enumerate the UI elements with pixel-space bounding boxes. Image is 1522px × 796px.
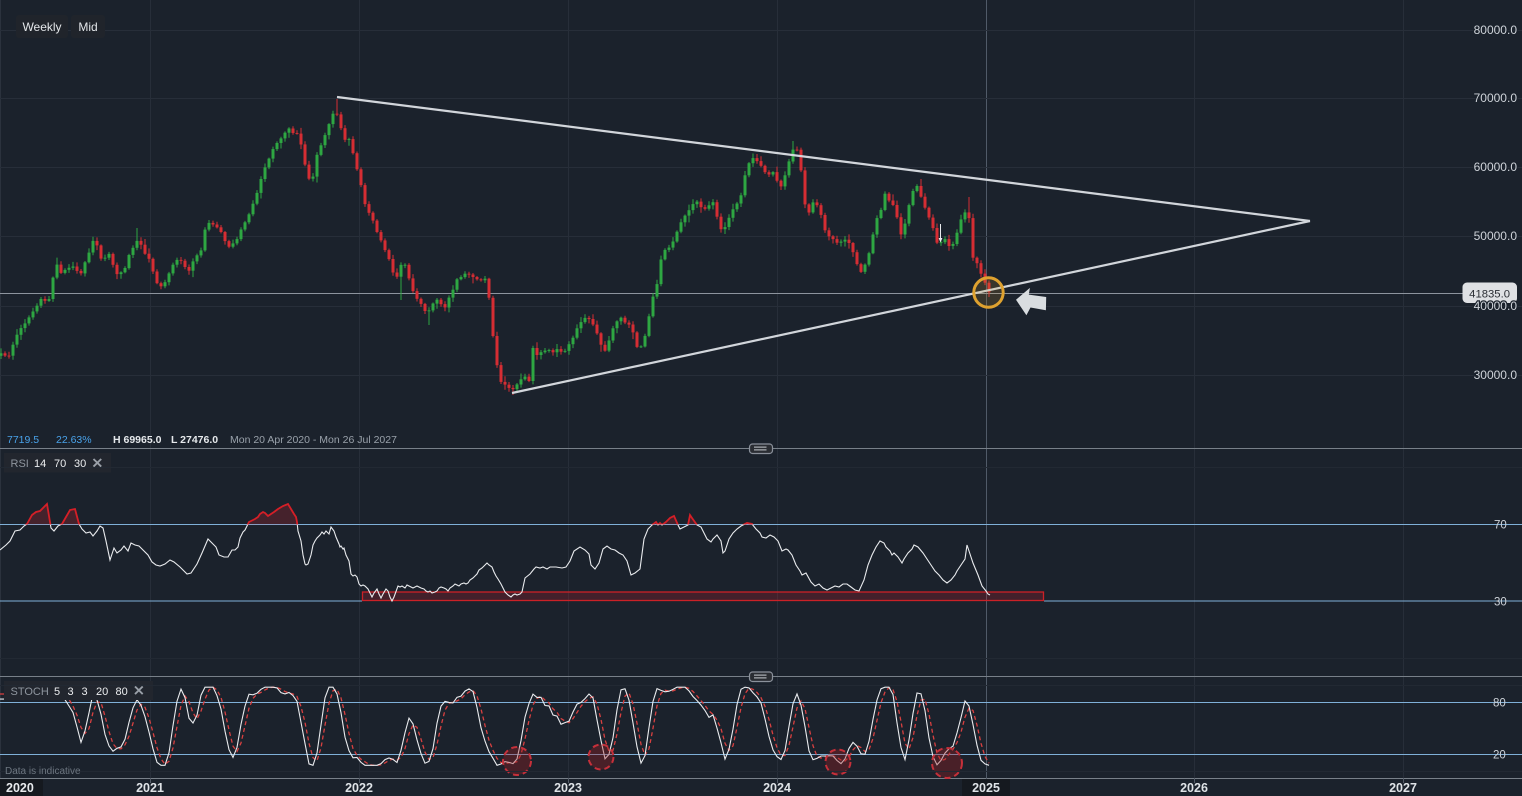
svg-text:40000.0: 40000.0 (1474, 299, 1518, 313)
svg-text:Data is indicative: Data is indicative (5, 766, 81, 777)
svg-text:2022: 2022 (345, 781, 373, 795)
svg-text:22.63%: 22.63% (56, 434, 92, 446)
svg-text:2027: 2027 (1389, 781, 1417, 795)
svg-text:30000.0: 30000.0 (1474, 368, 1518, 382)
svg-text:70: 70 (1494, 520, 1507, 532)
svg-text:14: 14 (34, 458, 46, 470)
svg-text:30: 30 (74, 458, 86, 470)
svg-text:STOCH: STOCH (11, 686, 49, 698)
svg-text:2025: 2025 (972, 781, 1000, 795)
svg-text:80: 80 (1493, 698, 1506, 710)
svg-text:3: 3 (82, 686, 88, 698)
svg-text:2023: 2023 (554, 781, 582, 795)
svg-text:Weekly: Weekly (22, 20, 61, 34)
svg-text:50000.0: 50000.0 (1474, 229, 1518, 243)
svg-text:41835.0: 41835.0 (1469, 289, 1510, 301)
svg-text:Mon 20 Apr 2020 - Mon 26 Jul 2: Mon 20 Apr 2020 - Mon 26 Jul 2027 (230, 434, 397, 446)
svg-text:2026: 2026 (1180, 781, 1208, 795)
svg-text:Mid: Mid (78, 20, 97, 34)
svg-text:30: 30 (1494, 597, 1507, 609)
svg-text:2021: 2021 (136, 781, 164, 795)
svg-text:20: 20 (1493, 750, 1506, 762)
svg-text:70000.0: 70000.0 (1474, 91, 1518, 105)
svg-text:80000.0: 80000.0 (1474, 23, 1518, 37)
svg-text:2020: 2020 (6, 781, 34, 795)
svg-text:RSI: RSI (11, 458, 29, 470)
svg-text:60000.0: 60000.0 (1474, 160, 1518, 174)
svg-text:20: 20 (96, 686, 108, 698)
svg-text:2024: 2024 (763, 781, 791, 795)
svg-text:5: 5 (54, 686, 60, 698)
svg-text:7719.5: 7719.5 (7, 434, 39, 446)
svg-text:L 27476.0: L 27476.0 (171, 434, 218, 446)
svg-text:H 69965.0: H 69965.0 (113, 434, 162, 446)
svg-text:70: 70 (54, 458, 66, 470)
svg-text:80: 80 (116, 686, 128, 698)
svg-text:3: 3 (68, 686, 74, 698)
